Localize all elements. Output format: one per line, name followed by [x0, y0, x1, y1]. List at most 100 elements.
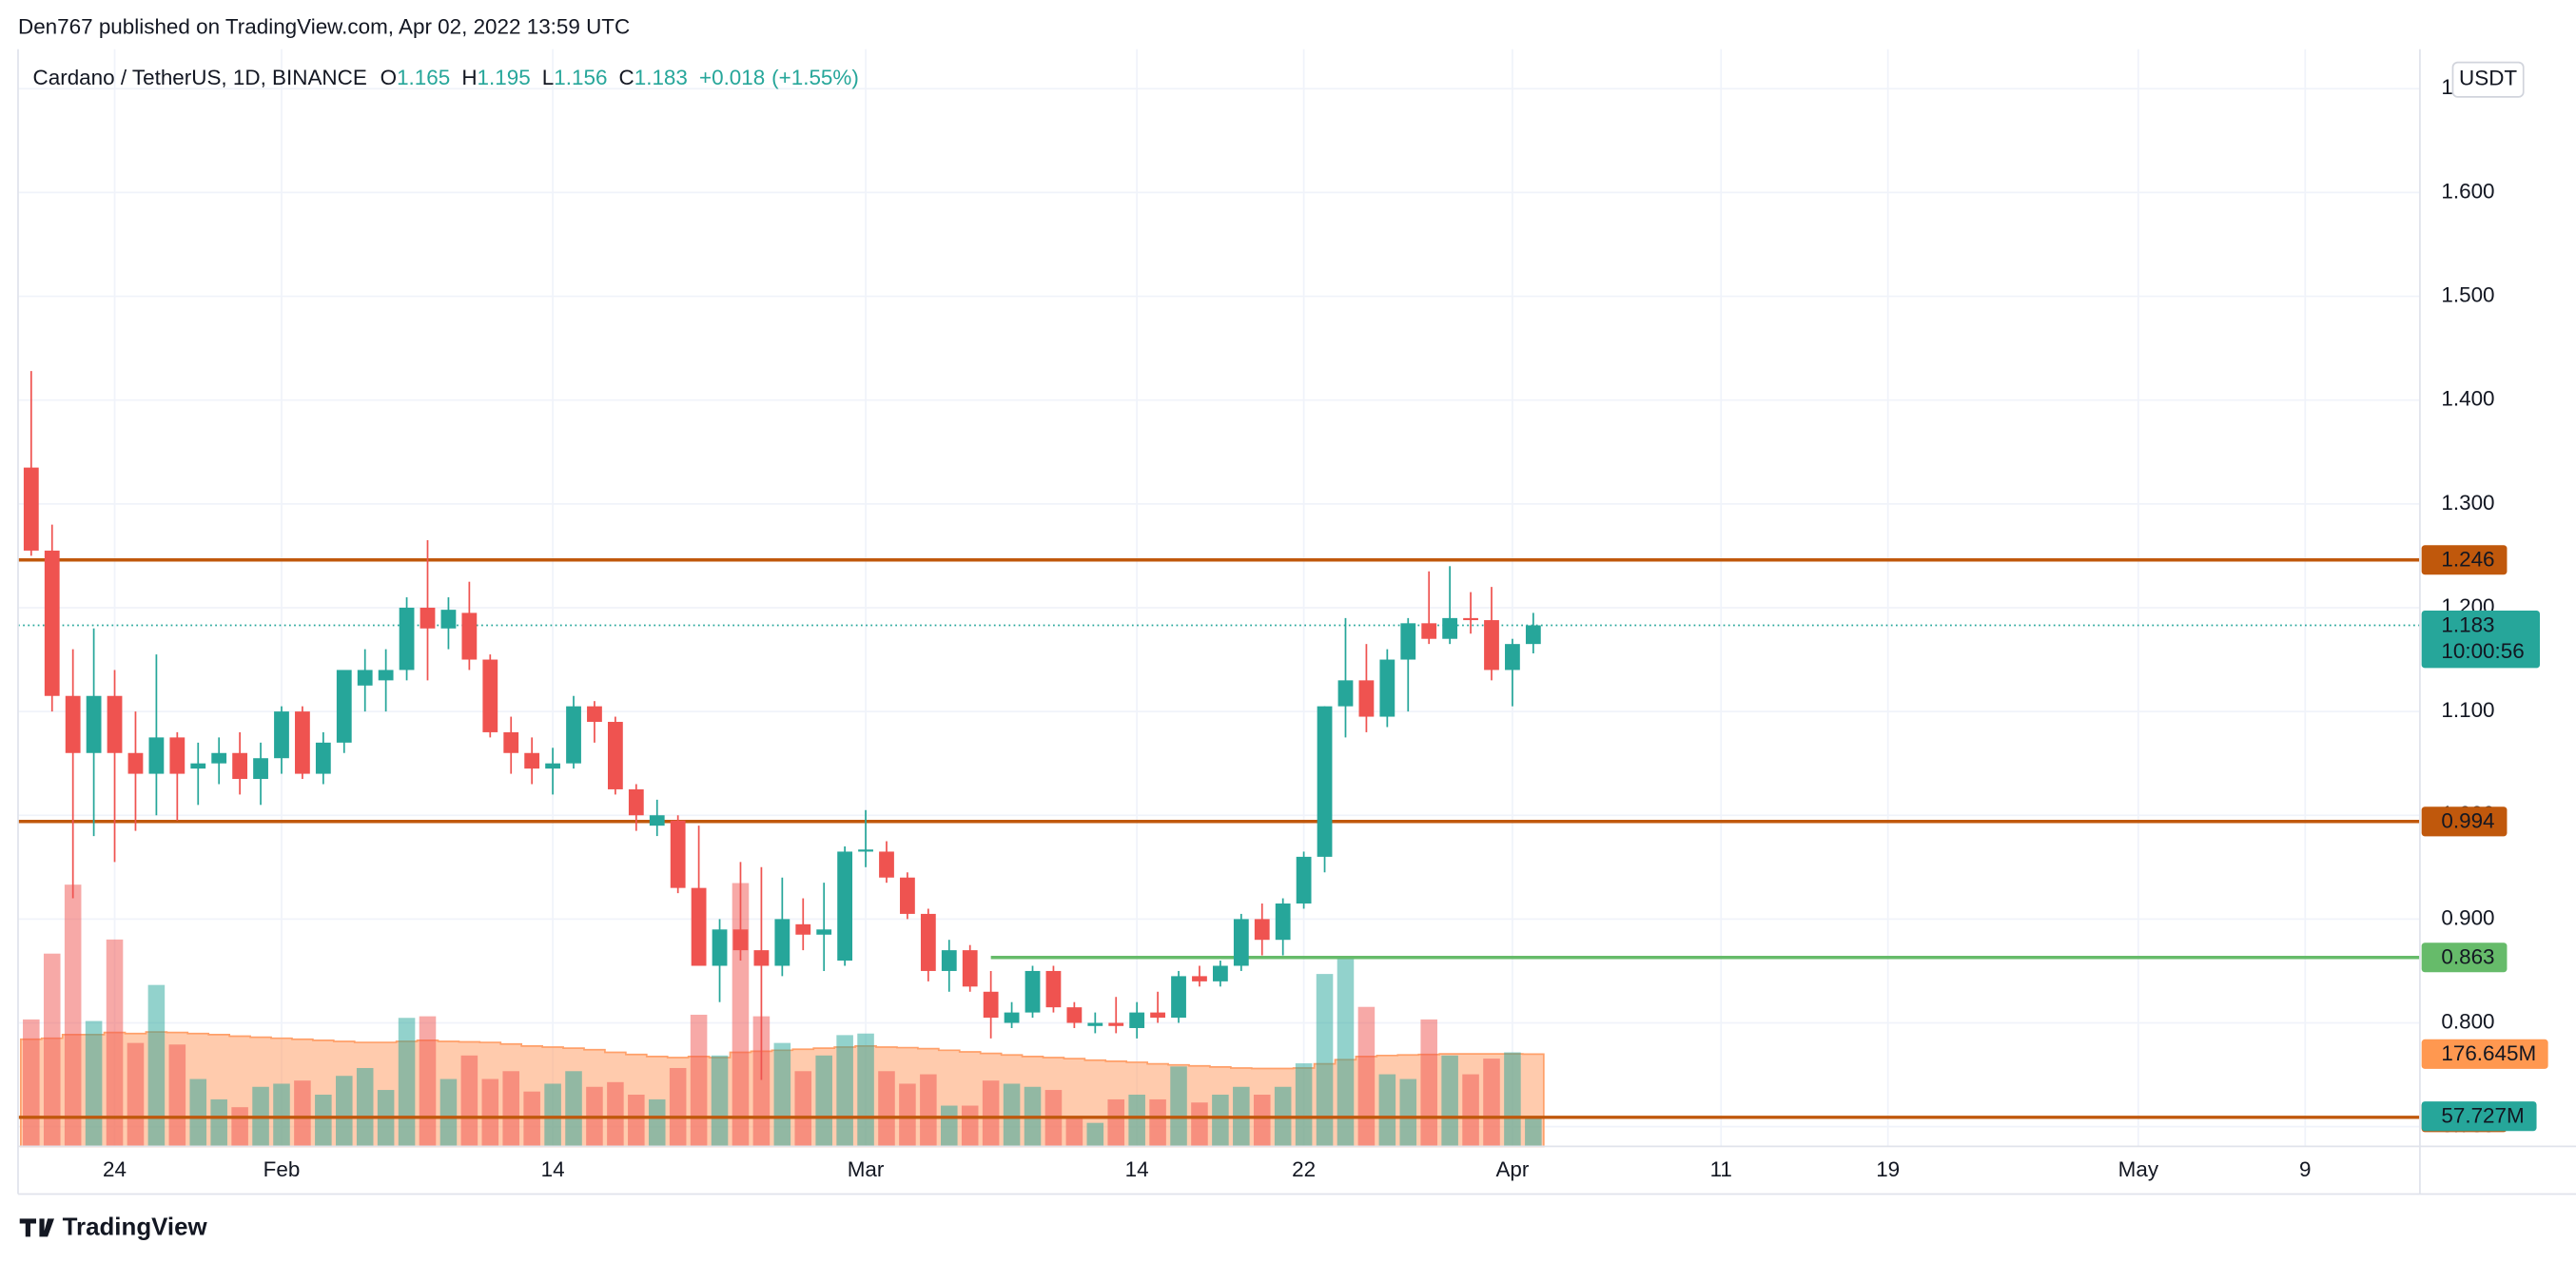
candle-body: [670, 820, 686, 888]
currency-label[interactable]: USDT: [2459, 67, 2517, 90]
volume-bar: [210, 1098, 227, 1147]
candle-body: [879, 851, 894, 878]
symbol: Cardano / TetherUS, 1D, BINANCE: [33, 66, 367, 89]
volume-bar: [690, 1014, 708, 1147]
x-tick-label: 19: [1876, 1157, 1900, 1181]
x-tick-label: 14: [1125, 1157, 1149, 1181]
candle-body: [628, 788, 644, 816]
candle-body: [1171, 976, 1186, 1019]
volume-bar: [23, 1019, 40, 1147]
y-tick-label: 1.100: [2441, 698, 2494, 722]
candle-body: [1087, 1022, 1103, 1026]
volume-bar: [1128, 1095, 1145, 1147]
volume-bar: [1399, 1078, 1417, 1147]
y-tick-label: 0.900: [2441, 905, 2494, 929]
change-percent: (+1.55%): [771, 66, 859, 89]
volume-bar: [794, 1071, 812, 1147]
candle-body: [1004, 1012, 1020, 1023]
candle-body: [587, 706, 602, 723]
level-label-bg: [2421, 545, 2508, 575]
volume-bar: [1420, 1019, 1437, 1147]
brand-logo: [19, 1218, 54, 1237]
x-tick-label: Apr: [1495, 1157, 1529, 1181]
candle-body: [1400, 623, 1416, 660]
candle-body: [274, 711, 289, 759]
volume-bar: [773, 1042, 791, 1147]
currency-button[interactable]: [2451, 61, 2525, 98]
volume-bar: [106, 939, 124, 1147]
volume-bar: [1149, 1098, 1166, 1147]
volume-bar: [43, 953, 61, 1147]
volume-bar: [189, 1078, 207, 1147]
candle-body: [127, 752, 144, 774]
candle-body: [753, 950, 770, 966]
volume-bar: [85, 1020, 103, 1147]
volume-bar: [460, 1055, 478, 1147]
candle-body: [1442, 617, 1458, 639]
volume-bar: [1316, 974, 1334, 1147]
candle-body: [65, 695, 81, 753]
volume-bar: [669, 1067, 687, 1147]
level-label: 0.994: [2441, 809, 2494, 833]
publish-info: Den767 published on TradingView.com, Apr…: [18, 14, 630, 38]
volume-bar: [64, 884, 82, 1147]
volume-bar: [752, 1016, 771, 1147]
candle-body: [1045, 970, 1062, 1008]
volume-bar: [1504, 1052, 1521, 1147]
candle-body: [295, 711, 310, 774]
candle-body: [1275, 904, 1291, 941]
x-tick-label: May: [2118, 1157, 2159, 1181]
volume-bar: [1170, 1066, 1187, 1147]
candle-body: [983, 991, 999, 1019]
x-tick-label: 11: [1710, 1157, 1732, 1181]
volume-label: 176.645M: [2441, 1041, 2536, 1065]
x-tick-label: Mar: [848, 1157, 885, 1181]
ohlc-key: H: [461, 66, 477, 89]
level-label-bg: [2421, 942, 2508, 973]
volume-label: 57.727M: [2441, 1103, 2524, 1127]
change: +0.018: [699, 66, 765, 89]
volume-bar: [439, 1078, 458, 1147]
x-tick-label: 24: [103, 1157, 127, 1181]
volume-bar: [127, 1042, 145, 1147]
volume-bar: [1337, 958, 1355, 1147]
candle-body: [1108, 1022, 1124, 1026]
candle-body: [1463, 617, 1478, 621]
volume-bar: [961, 1105, 979, 1147]
volume-bar: [565, 1071, 582, 1147]
candle-body: [253, 758, 268, 780]
ohlc-value: 1.183: [634, 66, 688, 89]
volume-bar: [1295, 1063, 1313, 1147]
candle-body: [732, 929, 749, 951]
ohlc-key: O: [381, 66, 397, 89]
x-tick-label: 14: [541, 1157, 565, 1181]
candle-body: [148, 737, 165, 774]
candle-body: [107, 695, 123, 753]
volume-bar: [419, 1016, 437, 1147]
volume-bar: [628, 1095, 645, 1147]
candle-body: [190, 763, 206, 769]
countdown-label: 10:00:56: [2441, 639, 2524, 663]
volume-bar: [1483, 1059, 1500, 1147]
volume-bar: [1086, 1122, 1104, 1147]
candle-body: [545, 763, 560, 769]
volume-bar: [1003, 1083, 1021, 1147]
volume-bar: [294, 1080, 311, 1147]
level-label: 0.863: [2441, 945, 2494, 969]
candle-body: [1317, 706, 1333, 857]
candle-body: [1296, 856, 1312, 904]
x-tick-label: 22: [1292, 1157, 1316, 1181]
candle-body: [378, 670, 394, 681]
candle-body: [1525, 625, 1541, 645]
volume-bar: [147, 984, 166, 1147]
candle-body: [1212, 965, 1228, 981]
volume-bar: [1065, 1117, 1083, 1147]
candle-body: [837, 851, 853, 962]
candle-body: [169, 737, 185, 774]
x-tick-label: 9: [2299, 1157, 2311, 1181]
candle-body: [858, 849, 873, 852]
volume-bar: [941, 1105, 958, 1147]
volume-bar: [398, 1018, 416, 1147]
volume-bar: [836, 1035, 853, 1147]
